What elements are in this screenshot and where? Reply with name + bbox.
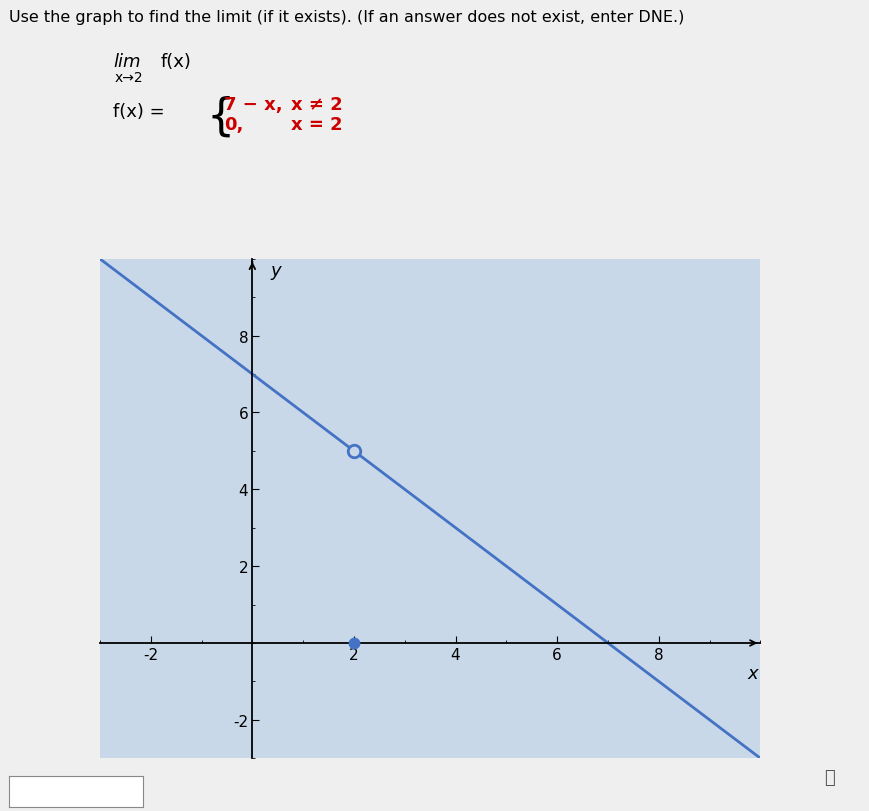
Text: lim: lim — [113, 53, 141, 71]
Text: 0,: 0, — [224, 116, 243, 134]
Text: x ≠ 2: x ≠ 2 — [291, 96, 343, 114]
Text: 7 − x,: 7 − x, — [224, 96, 282, 114]
Text: x = 2: x = 2 — [291, 116, 342, 134]
Text: ⓘ: ⓘ — [825, 768, 835, 786]
Text: x: x — [747, 664, 758, 682]
Text: f(x): f(x) — [161, 53, 192, 71]
Text: y: y — [270, 261, 281, 280]
Text: x→2: x→2 — [115, 71, 143, 85]
Text: Use the graph to find the limit (if it exists). (If an answer does not exist, en: Use the graph to find the limit (if it e… — [9, 10, 684, 24]
Text: {: { — [207, 96, 235, 139]
Text: f(x) =: f(x) = — [113, 103, 164, 121]
